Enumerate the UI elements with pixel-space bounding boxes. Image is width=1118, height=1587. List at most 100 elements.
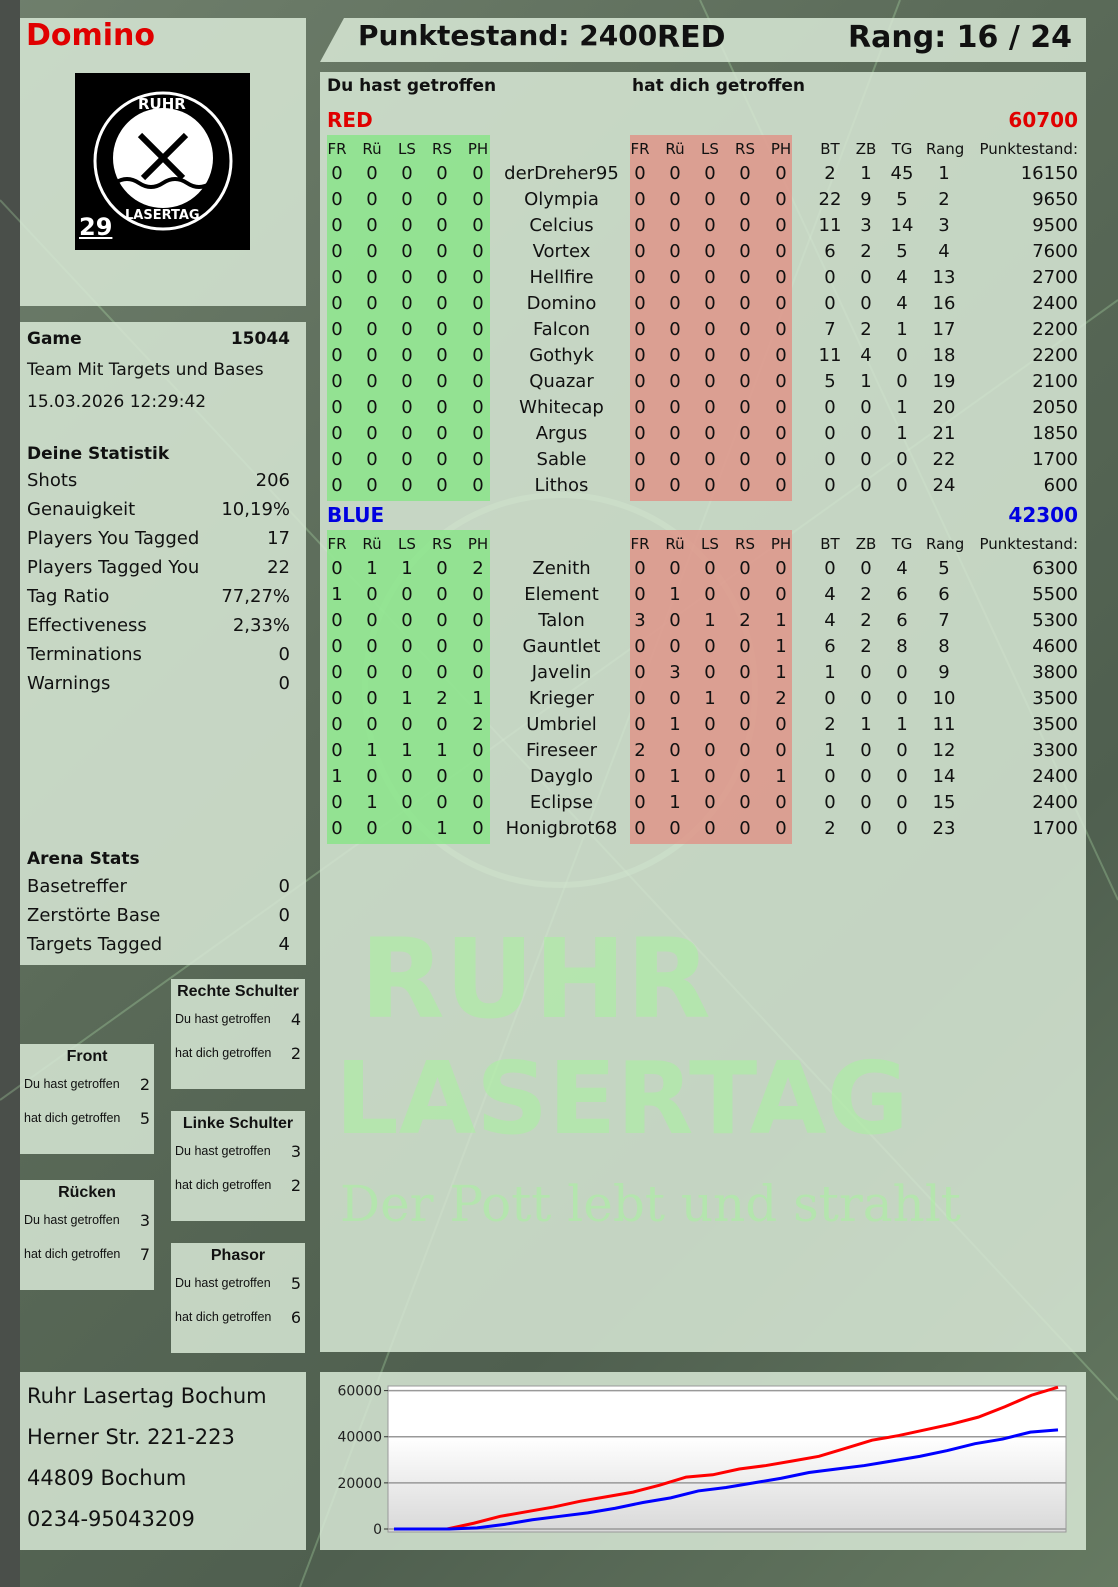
hit-you-count: 0 <box>669 293 681 314</box>
stat-rank: 1 <box>938 163 950 184</box>
player-name[interactable]: Gothyk <box>529 345 594 366</box>
player-name[interactable]: Gauntlet <box>522 636 601 657</box>
player-name[interactable]: Sable <box>536 449 587 470</box>
player-name[interactable]: Javelin <box>531 662 592 683</box>
hit-you-count: 0 <box>704 636 716 657</box>
player-name[interactable]: Quazar <box>529 371 594 392</box>
zone-title: Front <box>66 1048 108 1065</box>
column-header-FR: FR <box>327 535 347 553</box>
player-score: 3500 <box>1032 688 1078 709</box>
column-header-LS: LS <box>398 535 416 553</box>
you-hit-count: 0 <box>436 163 448 184</box>
player-name[interactable]: Celcius <box>529 215 594 236</box>
zone-title: Linke Schulter <box>182 1115 294 1132</box>
you-hit-count: 1 <box>331 766 343 787</box>
you-hit-count: 0 <box>472 345 484 366</box>
hit-you-count: 0 <box>669 267 681 288</box>
player-score: 2200 <box>1032 345 1078 366</box>
you-hit-count: 0 <box>366 584 378 605</box>
you-hit-count: 0 <box>366 688 378 709</box>
hit-you-count: 0 <box>775 319 787 340</box>
stat-rank: 13 <box>932 267 956 288</box>
stat-bt: 6 <box>824 636 836 657</box>
hit-you-count: 0 <box>739 215 751 236</box>
hit-you-count: 0 <box>739 766 751 787</box>
hit-you-count: 0 <box>634 293 646 314</box>
stat-zb: 0 <box>860 662 872 683</box>
hit-you-count: 0 <box>634 319 646 340</box>
player-score: 1850 <box>1032 423 1078 444</box>
column-header-TG: TG <box>891 535 913 553</box>
arena-value: 0 <box>278 876 290 897</box>
player-name[interactable]: Fireseer <box>525 740 598 761</box>
hit-you-count: 0 <box>704 818 716 839</box>
player-name[interactable]: Domino <box>526 293 597 314</box>
you-hit-count: 0 <box>436 636 448 657</box>
you-hit-count: 0 <box>472 319 484 340</box>
you-hit-count: 0 <box>401 449 413 470</box>
zone-you-hit-label: Du hast getroffen <box>24 1077 120 1091</box>
hit-you-count: 0 <box>739 423 751 444</box>
y-tick-label: 0 <box>373 1522 382 1538</box>
you-hit-count: 0 <box>366 475 378 496</box>
player-name[interactable]: derDreher95 <box>504 163 619 184</box>
zone-hit-you-count: 2 <box>290 1044 301 1063</box>
player-name[interactable]: Talon <box>538 610 585 631</box>
player-name[interactable]: Whitecap <box>519 397 604 418</box>
you-hit-count: 0 <box>472 163 484 184</box>
column-header-PH: PH <box>770 140 792 158</box>
zone-hit-you-label: hat dich getroffen <box>24 1247 121 1261</box>
stat-tg: 5 <box>896 241 908 262</box>
stat-zb: 0 <box>860 740 872 761</box>
player-name[interactable]: Lithos <box>534 475 589 496</box>
game-label: Game <box>27 329 82 349</box>
hit-you-count: 0 <box>739 163 751 184</box>
you-hit-count: 0 <box>401 818 413 839</box>
you-hit-count: 0 <box>436 584 448 605</box>
hit-you-count: 0 <box>739 584 751 605</box>
you-hit-count: 0 <box>436 449 448 470</box>
you-hit-count: 0 <box>366 241 378 262</box>
player-name[interactable]: Eclipse <box>529 792 594 813</box>
you-hit-count: 0 <box>472 792 484 813</box>
player-name[interactable]: Falcon <box>532 319 591 340</box>
player-name[interactable]: Dayglo <box>530 766 593 787</box>
player-name[interactable]: Hellfire <box>529 267 594 288</box>
arena-label: Zerstörte Base <box>27 905 161 926</box>
player-name[interactable]: Umbriel <box>526 714 597 735</box>
column-header-RS: RS <box>432 535 452 553</box>
you-hit-count: 0 <box>401 662 413 683</box>
hit-you-count: 0 <box>669 163 681 184</box>
stat-bt: 0 <box>824 558 836 579</box>
player-score: 6300 <box>1032 558 1078 579</box>
you-hit-count: 0 <box>331 740 343 761</box>
hit-you-count: 0 <box>775 475 787 496</box>
hit-you-count: 1 <box>669 792 681 813</box>
player-name[interactable]: Element <box>524 584 599 605</box>
column-header-PH: PH <box>467 535 489 553</box>
hit-you-count: 2 <box>775 688 787 709</box>
player-score: 3500 <box>1032 714 1078 735</box>
hit-you-count: 0 <box>739 189 751 210</box>
you-hit-count: 1 <box>331 584 343 605</box>
stat-tg: 4 <box>896 293 908 314</box>
player-name[interactable]: Krieger <box>528 688 595 709</box>
hit-you-count: 0 <box>704 714 716 735</box>
you-hit-count: 0 <box>331 610 343 631</box>
hit-you-count: 0 <box>634 397 646 418</box>
logo-text-bottom: LASERTAG <box>125 208 200 223</box>
stat-tg: 8 <box>896 636 908 657</box>
address-panel: Ruhr Lasertag Bochum Herner Str. 221-223 4… <box>20 1372 306 1550</box>
player-name[interactable]: Vortex <box>532 241 591 262</box>
you-hit-count: 0 <box>436 371 448 392</box>
hit-you-count: 0 <box>775 792 787 813</box>
player-name[interactable]: Zenith <box>532 558 591 579</box>
you-hit-count: 0 <box>331 558 343 579</box>
player-name[interactable]: Honigbrot68 <box>505 818 618 839</box>
column-header-score: Punktestand: <box>979 535 1078 553</box>
player-name[interactable]: Argus <box>535 423 588 444</box>
hit-you-count: 0 <box>634 584 646 605</box>
you-hit-count: 0 <box>436 714 448 735</box>
player-name[interactable]: Olympia <box>524 189 599 210</box>
player-score: 2400 <box>1032 792 1078 813</box>
